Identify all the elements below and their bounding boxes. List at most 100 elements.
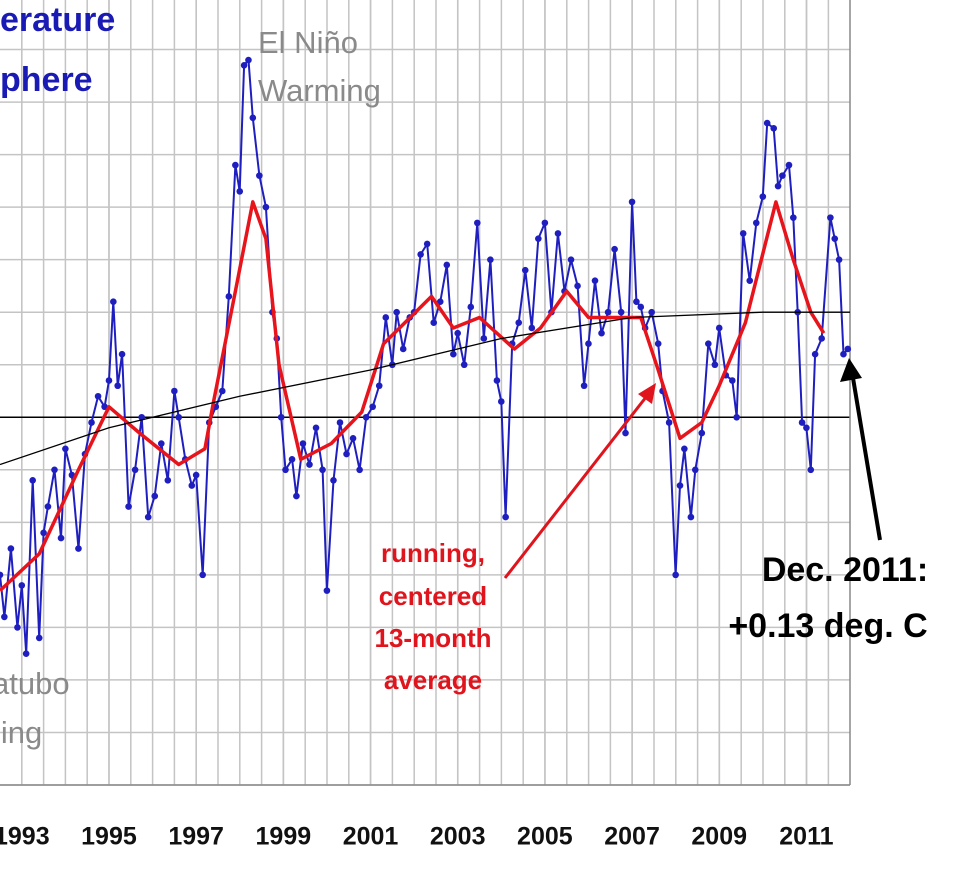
data-point — [691, 466, 699, 474]
data-point — [580, 382, 588, 390]
data-point — [249, 114, 257, 122]
data-point — [840, 350, 847, 358]
data-point — [831, 235, 839, 242]
red-arrow — [503, 391, 652, 579]
data-point — [521, 266, 529, 274]
data-point — [105, 377, 113, 384]
data-point — [164, 477, 172, 484]
data-point — [29, 477, 36, 484]
data-point — [633, 298, 640, 305]
data-point — [188, 482, 196, 489]
data-point — [131, 466, 139, 474]
data-point — [733, 413, 740, 421]
data-point — [75, 545, 82, 552]
data-point — [827, 214, 834, 221]
annotation: Warming — [258, 73, 381, 108]
data-point — [535, 235, 542, 242]
data-point — [225, 293, 233, 300]
data-point — [502, 513, 509, 521]
data-point — [7, 545, 15, 552]
data-point — [236, 188, 244, 195]
annotation: +0.13 deg. C — [728, 607, 927, 645]
data-point — [356, 466, 363, 474]
data-point — [0, 571, 4, 579]
data-point — [219, 387, 226, 395]
x-tick-label: 1997 — [168, 823, 224, 851]
data-point — [844, 345, 852, 353]
data-point — [811, 350, 819, 358]
data-point — [715, 324, 723, 332]
data-point — [763, 119, 771, 127]
annotation: ling — [0, 715, 42, 750]
x-tick-label: 2003 — [430, 823, 486, 851]
x-tick-label: 2005 — [517, 823, 573, 851]
data-point — [199, 571, 206, 579]
data-point — [567, 256, 575, 263]
data-point — [417, 251, 424, 258]
series-line — [0, 200, 826, 592]
data-point — [648, 308, 655, 316]
data-point — [312, 424, 320, 432]
data-point — [94, 392, 102, 400]
data-point — [770, 125, 778, 132]
data-point — [306, 461, 313, 468]
annotation: erature — [0, 1, 115, 39]
data-point — [171, 387, 178, 395]
annotation: Dec. 2011: — [762, 551, 928, 589]
data-point — [729, 377, 736, 384]
data-point — [114, 382, 121, 390]
data-point — [393, 308, 400, 316]
data-point — [528, 324, 536, 332]
data-point — [835, 256, 843, 263]
data-point — [705, 340, 712, 348]
data-point — [790, 214, 797, 221]
data-point — [493, 377, 501, 384]
data-point — [604, 308, 612, 316]
data-point — [803, 424, 810, 432]
annotation: atubo — [0, 666, 70, 701]
data-point — [1, 613, 8, 621]
data-point — [382, 314, 390, 321]
data-point — [436, 298, 444, 305]
data-point — [277, 413, 285, 421]
x-tick-label: 1993 — [0, 823, 50, 851]
x-tick-label: 2007 — [604, 823, 660, 851]
data-point — [622, 429, 629, 437]
x-tick-label: 1995 — [81, 823, 137, 851]
data-point — [574, 282, 581, 290]
data-point — [807, 466, 815, 474]
series-line — [0, 311, 850, 466]
data-point — [687, 513, 695, 521]
data-point — [423, 240, 431, 248]
data-point — [288, 455, 296, 463]
data-point — [798, 419, 806, 426]
annotation: running, — [381, 538, 485, 568]
data-point — [611, 245, 618, 253]
data-point — [554, 230, 562, 237]
data-point — [110, 298, 117, 305]
x-tick-label: 2009 — [691, 823, 747, 851]
data-point — [515, 319, 523, 327]
data-point — [598, 329, 605, 337]
data-point — [480, 335, 488, 342]
x-tick-label: 2011 — [779, 823, 833, 851]
data-point — [343, 450, 350, 458]
data-point — [779, 172, 786, 179]
data-point — [681, 445, 688, 453]
data-point — [467, 303, 475, 311]
data-point — [232, 161, 239, 169]
grid: 1993 1995 1997 1999 2001 2003 2005 2007 2009 2011 — [0, 0, 851, 851]
data-point — [375, 382, 383, 390]
red-arrowhead — [638, 383, 656, 404]
data-point — [323, 587, 331, 594]
annotations: erature phere El Niño Warming atubo ling runni… — [0, 1, 928, 750]
data-point — [497, 398, 505, 405]
data-point — [628, 198, 636, 206]
data-point — [665, 419, 673, 426]
data-point — [739, 230, 747, 237]
data-point — [101, 403, 108, 411]
data-point — [591, 277, 599, 284]
data-point — [175, 413, 183, 421]
data-point — [157, 440, 165, 447]
data-point — [51, 466, 58, 474]
